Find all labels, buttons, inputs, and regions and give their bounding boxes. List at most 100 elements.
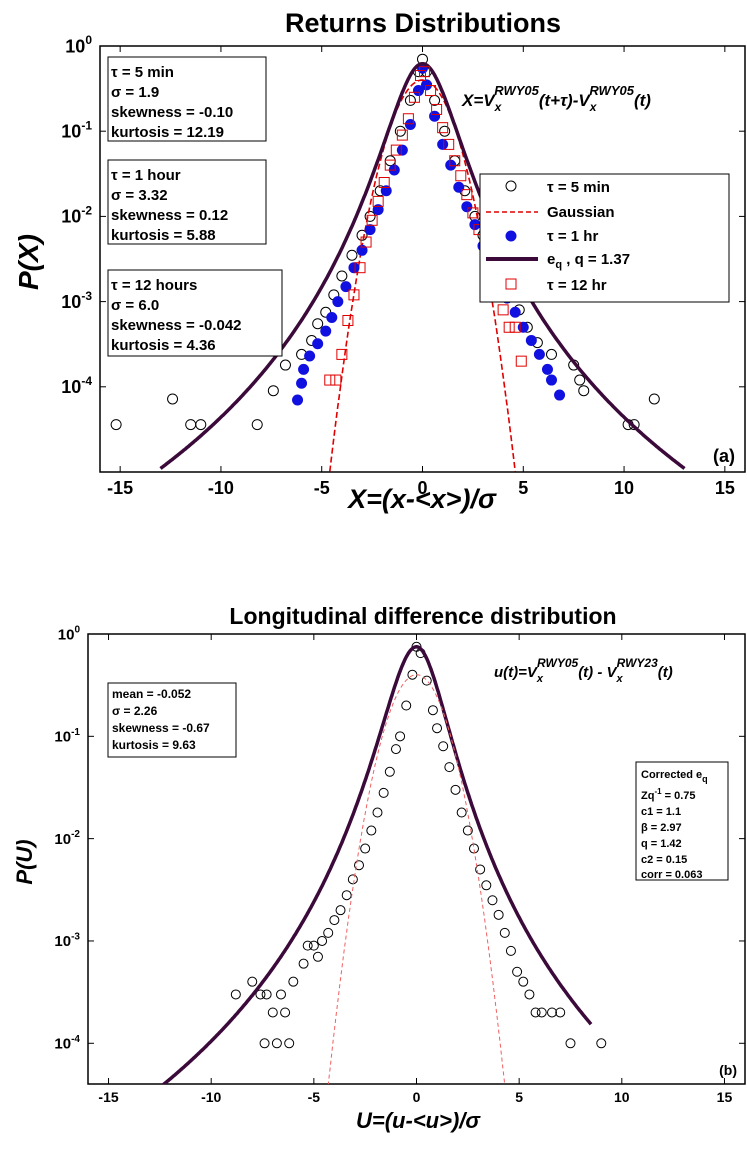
chart-title-a: Returns Distributions bbox=[285, 8, 561, 38]
x-tick-label: -15 bbox=[107, 478, 133, 498]
data-point bbox=[555, 1007, 566, 1018]
stat-line: skewness = -0.042 bbox=[111, 317, 242, 334]
y-tick-label: 10-2 bbox=[54, 829, 80, 848]
y-tick-label: 10-1 bbox=[54, 727, 80, 746]
data-point bbox=[251, 419, 263, 431]
formula-b-sup1: RWY05 bbox=[537, 656, 578, 670]
data-point bbox=[438, 741, 449, 752]
data-point bbox=[533, 348, 545, 360]
data-point bbox=[298, 363, 310, 375]
fit-line: c2 = 0.15 bbox=[641, 854, 687, 866]
data-point bbox=[324, 374, 336, 386]
data-point bbox=[419, 66, 431, 78]
data-point bbox=[259, 1038, 270, 1049]
data-point bbox=[320, 325, 332, 337]
data-point bbox=[456, 807, 467, 818]
data-point bbox=[541, 363, 553, 375]
formula-b-sub1: x bbox=[536, 673, 544, 685]
data-point bbox=[461, 201, 473, 213]
data-point bbox=[414, 70, 426, 82]
formula-b-tail: (t) bbox=[658, 664, 673, 681]
axes-a: -15 -10 -5 0 5 10 15 100 10-1 10-2 10-3 10-4 bbox=[61, 33, 745, 498]
data-point bbox=[525, 334, 537, 346]
data-point bbox=[546, 348, 557, 360]
fit-title-main: Corrected e bbox=[641, 769, 702, 781]
stat-line: σ = 6.0 bbox=[111, 297, 159, 314]
axes-b: -15 -10 -5 0 5 10 15 100 10-1 10-2 10-3 10-4 bbox=[54, 625, 745, 1105]
legend-item-5min: τ = 5 min bbox=[505, 179, 610, 196]
legend-label: eq , q = 1.37 bbox=[547, 251, 630, 271]
x-axis-label-b: U=(u-<u>)/σ bbox=[356, 1108, 481, 1133]
x-tick-label: 5 bbox=[515, 1089, 523, 1105]
y-tick-label: 100 bbox=[58, 625, 81, 644]
data-point bbox=[341, 890, 352, 901]
x-tick-label: -5 bbox=[314, 478, 330, 498]
data-point bbox=[372, 195, 384, 207]
data-point bbox=[421, 79, 433, 91]
legend-item-1hr: τ = 1 hr bbox=[505, 228, 598, 245]
stat-line: τ = 5 min bbox=[111, 64, 174, 81]
formula-b-sub2: x bbox=[616, 673, 624, 685]
panel-a: Returns Distributions -15 -10 -5 0 5 10 15 100 1… bbox=[13, 8, 746, 514]
y-tick-label: 10-4 bbox=[61, 374, 92, 397]
y-tick-label: 10-3 bbox=[61, 289, 92, 312]
x-tick-label: 15 bbox=[715, 478, 735, 498]
x-tick-label: -10 bbox=[201, 1089, 221, 1105]
data-point bbox=[312, 951, 323, 962]
panel-label-b: (b) bbox=[719, 1062, 737, 1078]
data-point bbox=[536, 1007, 547, 1018]
data-point bbox=[404, 118, 416, 130]
data-point bbox=[336, 270, 348, 282]
data-point bbox=[336, 348, 348, 360]
data-point bbox=[366, 214, 378, 226]
data-point bbox=[247, 976, 258, 987]
panel-b: Longitudinal difference distribution -15… bbox=[12, 603, 746, 1133]
stat-box-1hour: τ = 1 hour σ = 3.32 skewness = 0.12 kurt… bbox=[107, 159, 267, 245]
y-tick-label: 10-3 bbox=[54, 931, 80, 950]
legend-marker-open-circle bbox=[505, 180, 517, 192]
data-point bbox=[468, 843, 479, 854]
x-tick-label: -15 bbox=[98, 1089, 118, 1105]
data-point bbox=[481, 880, 492, 891]
stat-line: kurtosis = 12.19 bbox=[111, 124, 224, 141]
legend-marker-filled-circle bbox=[505, 230, 517, 242]
x-tick-label: 10 bbox=[614, 1089, 630, 1105]
data-point bbox=[348, 262, 360, 274]
x-tick-label: -5 bbox=[308, 1089, 321, 1105]
data-point bbox=[360, 236, 372, 248]
formula-annotation-b: u(t)=VxRWY05(t) - VxRWY23(t) bbox=[494, 656, 673, 685]
fit-line: c1 = 1.1 bbox=[641, 806, 681, 818]
legend-item-gaussian: Gaussian bbox=[486, 204, 615, 221]
data-point bbox=[499, 927, 510, 938]
plot-area bbox=[161, 641, 607, 1084]
data-point bbox=[421, 675, 432, 686]
data-point bbox=[505, 945, 516, 956]
y-tick-label: 10-1 bbox=[61, 118, 92, 141]
stat-line: skewness = 0.12 bbox=[111, 207, 228, 224]
data-point bbox=[354, 860, 365, 871]
legend-a: τ = 5 min Gaussian τ = 1 hr eq , q = 1.3… bbox=[479, 173, 730, 303]
data-point bbox=[335, 905, 346, 916]
data-point bbox=[412, 85, 424, 97]
data-point bbox=[493, 909, 504, 920]
data-point bbox=[323, 927, 334, 938]
data-point bbox=[596, 1038, 607, 1049]
data-point bbox=[396, 144, 408, 156]
data-point bbox=[255, 989, 266, 1000]
legend-label: τ = 12 hr bbox=[547, 277, 607, 294]
formula-a-sub1: x bbox=[494, 100, 503, 114]
data-point bbox=[437, 122, 449, 134]
x-tick-label: 10 bbox=[614, 478, 634, 498]
data-point bbox=[312, 318, 324, 330]
x-tick-label: 15 bbox=[717, 1089, 733, 1105]
eq-fit-curve bbox=[161, 645, 593, 1084]
data-point bbox=[354, 262, 366, 274]
x-tick-label: 0 bbox=[417, 478, 427, 498]
data-point bbox=[404, 94, 416, 106]
formula-a-mid: (t+τ)-V bbox=[539, 91, 592, 110]
legend-eq-sub: q bbox=[555, 259, 562, 271]
data-point bbox=[296, 377, 308, 389]
fit-params-box-b: Corrected eq Zq-1 = 0.75 c1 = 1.1 β = 2.… bbox=[635, 761, 729, 881]
data-point bbox=[372, 807, 383, 818]
formula-a-sup1: RWY05 bbox=[494, 83, 539, 98]
